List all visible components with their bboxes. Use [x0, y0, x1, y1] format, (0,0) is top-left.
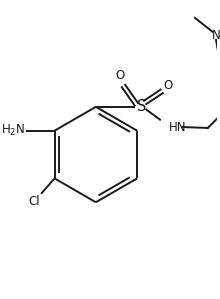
Text: S: S — [137, 99, 147, 114]
Text: Cl: Cl — [29, 195, 40, 208]
Text: N: N — [212, 29, 220, 42]
Text: O: O — [115, 69, 124, 82]
Text: HN: HN — [169, 120, 187, 134]
Text: H$_2$N: H$_2$N — [1, 123, 25, 138]
Text: O: O — [164, 79, 173, 92]
